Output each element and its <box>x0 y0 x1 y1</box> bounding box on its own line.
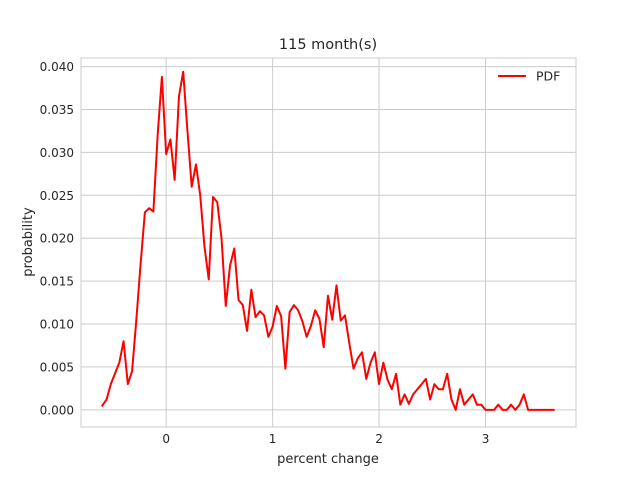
y-tick-label: 0.020 <box>40 232 74 246</box>
y-tick-label: 0.000 <box>40 403 74 417</box>
x-tick-label: 0 <box>162 432 170 446</box>
y-tick-label: 0.015 <box>40 275 74 289</box>
y-tick-label: 0.040 <box>40 60 74 74</box>
x-tick-label: 2 <box>375 432 383 446</box>
y-axis-ticks: 0.000 0.005 0.010 0.015 0.020 0.025 0.030 0.035… <box>40 60 74 417</box>
y-axis-label: probability <box>21 207 36 277</box>
y-tick-label: 0.025 <box>40 189 74 203</box>
x-axis-label: percent change <box>277 452 379 467</box>
y-tick-label: 0.010 <box>40 318 74 332</box>
legend: PDF <box>498 69 560 84</box>
x-tick-label: 3 <box>482 432 490 446</box>
x-tick-label: 1 <box>269 432 277 446</box>
y-tick-label: 0.030 <box>40 146 74 160</box>
legend-label-pdf: PDF <box>536 69 560 84</box>
x-axis-ticks: 0 1 2 3 <box>162 432 489 446</box>
series-line-pdf <box>100 70 555 411</box>
plot-frame <box>80 57 577 428</box>
chart-title: 115 month(s) <box>279 37 377 53</box>
grid-layer <box>81 58 576 427</box>
series-layer <box>100 70 555 411</box>
y-tick-label: 0.035 <box>40 103 74 117</box>
y-tick-label: 0.005 <box>40 360 74 374</box>
